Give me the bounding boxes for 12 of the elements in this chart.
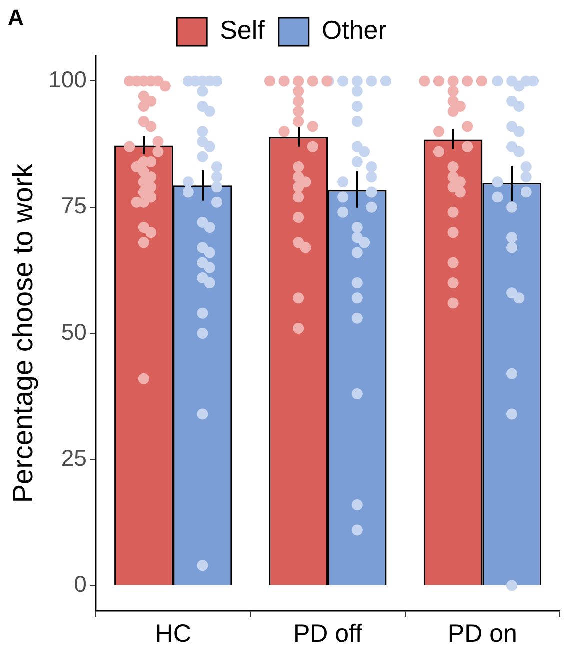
y-tick-label: 25	[61, 444, 87, 471]
x-tick-label: PD on	[448, 620, 518, 648]
x-tick-label: HC	[155, 620, 192, 648]
y-axis-title: Percentage choose to work	[8, 162, 39, 504]
x-tick-label: PD off	[293, 620, 363, 648]
text: A	[8, 5, 24, 30]
y-tick-label: 75	[61, 192, 87, 219]
legend-label: Self	[220, 15, 266, 46]
y-tick-label: 100	[48, 66, 87, 93]
y-tick-label: 50	[61, 318, 87, 345]
legend-label: Other	[322, 15, 388, 46]
y-tick-label: 0	[74, 571, 87, 598]
